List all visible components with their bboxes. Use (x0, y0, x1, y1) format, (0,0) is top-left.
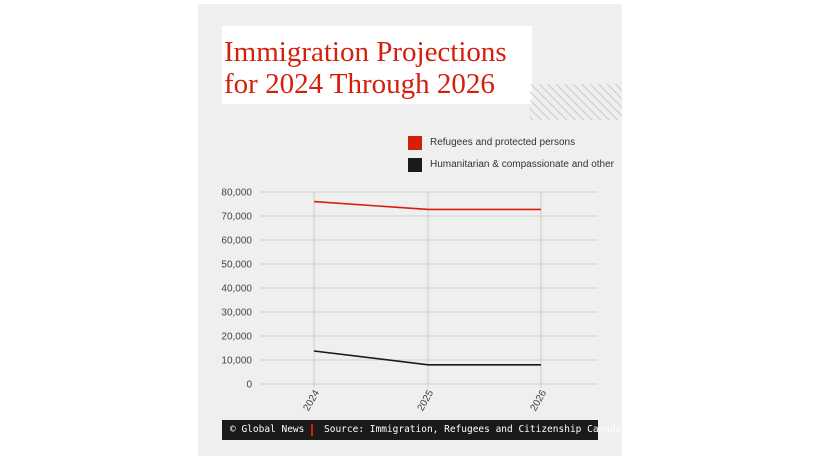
decorative-stripes (530, 84, 622, 120)
y-tick-label: 10,000 (221, 356, 252, 367)
footer-bar: © Global News Source: Immigration, Refug… (222, 420, 621, 440)
x-tick-label: 2024 (302, 388, 323, 413)
footer-source: Source: Immigration, Refugees and Citize… (324, 424, 622, 435)
footer-divider (311, 424, 313, 436)
y-tick-label: 0 (246, 380, 252, 391)
y-tick-label: 70,000 (221, 212, 252, 223)
y-tick-label: 30,000 (221, 308, 252, 319)
legend-swatch-humanitarian (408, 158, 422, 172)
x-tick-label: 2025 (416, 388, 437, 413)
series-line-humanitarian (313, 350, 541, 366)
x-tick-label: 2026 (529, 388, 550, 413)
y-tick-label: 40,000 (221, 284, 252, 295)
y-tick-label: 20,000 (221, 332, 252, 343)
y-tick-label: 50,000 (221, 260, 252, 271)
footer-credit: © Global News (230, 424, 305, 435)
chart-title-line-2: for 2024 Through 2026 (224, 68, 495, 100)
y-axis-ticks: 0 10,000 20,000 30,000 40,000 50,000 60,000 70,… (221, 188, 252, 391)
legend-swatch-refugees (408, 136, 422, 150)
series-line-refugees (313, 200, 541, 211)
chart-title-line-1: Immigration Projections (224, 36, 507, 68)
title-box (222, 26, 532, 104)
y-tick-label: 80,000 (221, 188, 252, 199)
series-lines (313, 200, 541, 366)
legend-label-humanitarian: Humanitarian & compassionate and other (430, 159, 614, 170)
grid (260, 191, 598, 388)
y-tick-label: 60,000 (221, 236, 252, 247)
x-axis-ticks: 2024 2025 2026 (302, 388, 550, 413)
legend-label-refugees: Refugees and protected persons (430, 137, 576, 148)
line-chart: 0 10,000 20,000 30,000 40,000 50,000 60,000 70,… (221, 188, 598, 413)
